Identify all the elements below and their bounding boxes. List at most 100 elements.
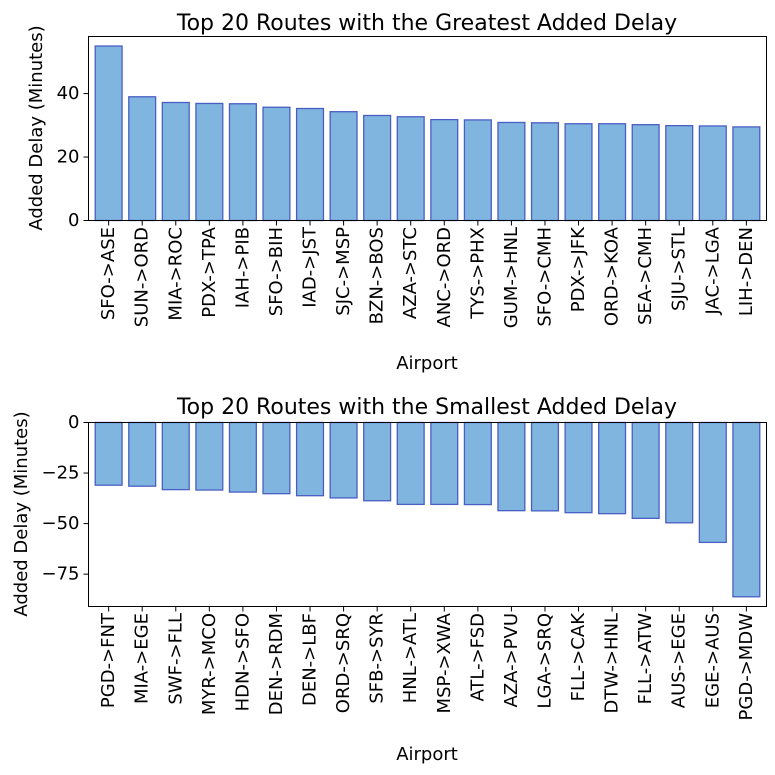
bar-SFO->CMH: [530, 122, 560, 222]
y-axis-label: Added Delay (Minutes): [26, 25, 47, 230]
x-axis-ticks: SFO->ASE SUN->ORD MIA->ROC PDX->TPA IAH->PIB…: [98, 220, 757, 328]
y-tick-label: 20: [57, 147, 80, 168]
bar-DEN->LBF: [295, 421, 325, 497]
x-tick-label: IAH->PIB: [232, 227, 253, 308]
chart-title: Top 20 Routes with the Smallest Added De…: [176, 395, 677, 420]
y-tick-label: −50: [42, 513, 80, 534]
x-tick-label: FLL->ATW: [635, 613, 656, 705]
bar-SEA->CMH: [631, 124, 660, 222]
x-tick-label: BZN->BOS: [367, 227, 388, 324]
bar-MIA->EGE: [128, 421, 157, 487]
plot-frame: [88, 36, 767, 221]
bar-LIH->DEN: [732, 126, 761, 222]
bar-PGD->MDW: [732, 421, 761, 598]
x-tick-label: SUN->ORD: [132, 227, 153, 327]
x-tick-label: DTW->HNL: [602, 613, 623, 714]
bar-SFO->ASE: [94, 45, 123, 222]
x-tick-label: SFO->CMH: [534, 227, 555, 327]
bar-AUS->EGE: [665, 421, 694, 524]
bar-ORD->SRQ: [329, 421, 358, 499]
bar-SWF->FLL: [161, 421, 190, 491]
x-tick-label: PDX->JFK: [568, 226, 589, 312]
chart-title: Top 20 Routes with the Greatest Added De…: [176, 11, 677, 36]
bar-DEN->RDM: [262, 421, 291, 495]
y-tick-label: −25: [42, 463, 80, 484]
y-tick-label: −75: [42, 564, 80, 585]
x-tick-label: JAC->LGA: [702, 226, 723, 315]
bar-SFO->BIH: [262, 106, 291, 222]
x-tick-label: SJC->MSP: [333, 227, 354, 316]
bar-LGA->SRQ: [530, 421, 560, 512]
x-tick-label: LIH->DEN: [736, 227, 757, 316]
x-tick-label: ORD->KOA: [602, 226, 623, 326]
x-tick-label: TYS->PHX: [467, 227, 488, 320]
y-axis-ticks: 0 −25 −50 −75: [42, 412, 89, 585]
x-tick-label: SWF->FLL: [165, 613, 186, 705]
bar-TYS->PHX: [463, 119, 492, 222]
x-tick-label: DEN->LBF: [300, 613, 321, 706]
bar-ORD->KOA: [598, 123, 627, 222]
x-tick-label: SFO->BIH: [266, 227, 287, 316]
x-axis-ticks: PGD->FNT MIA->EGE SWF->FLL MYR->MCO HDN->SFO…: [98, 606, 757, 721]
bar-SUN->ORD: [128, 96, 157, 222]
x-axis-label: Airport: [396, 353, 458, 374]
x-tick-label: LGA->SRQ: [534, 613, 555, 709]
x-tick-label: ANC->ORD: [434, 227, 455, 327]
x-tick-label: MIA->EGE: [132, 613, 153, 704]
y-tick-label: 0: [68, 210, 79, 231]
x-tick-label: AUS->EGE: [669, 613, 690, 708]
bar-DTW->HNL: [598, 421, 627, 515]
bar-ATL->FSD: [463, 421, 492, 506]
plot-frame: [88, 422, 767, 607]
bar-ANC->ORD: [430, 118, 459, 222]
bar-FLL->ATW: [631, 421, 660, 519]
y-axis-ticks: 0 20 40: [57, 83, 89, 231]
y-tick-label: 0: [68, 412, 79, 433]
x-tick-label: PGD->FNT: [98, 612, 119, 708]
x-tick-label: AZA->PVU: [501, 613, 522, 707]
bar-series: [94, 421, 761, 598]
bar-PGD->FNT: [94, 421, 123, 486]
x-tick-label: SJU->STL: [669, 227, 690, 311]
x-tick-label: MIA->ROC: [165, 227, 186, 321]
x-tick-label: PGD->MDW: [736, 613, 757, 721]
bar-MIA->ROC: [161, 101, 190, 222]
x-axis-label: Airport: [396, 744, 458, 765]
x-tick-label: AZA->STC: [400, 227, 421, 319]
bar-IAD->JST: [295, 107, 325, 222]
y-tick-label: 40: [57, 83, 80, 104]
x-tick-label: ORD->SRQ: [333, 613, 354, 713]
bar-EGE->AUS: [698, 421, 727, 544]
bottom-routes-chart: Top 20 Routes with the Smallest Added De…: [11, 395, 767, 765]
x-tick-label: MYR->MCO: [199, 613, 220, 715]
bar-PDX->TPA: [195, 102, 224, 222]
bar-FLL->CAK: [564, 421, 593, 514]
bar-JAC->LGA: [698, 125, 727, 222]
bar-BZN->BOS: [363, 114, 392, 222]
bar-IAH->PIB: [228, 103, 257, 222]
bar-AZA->PVU: [497, 421, 526, 512]
x-tick-label: HNL->ATL: [400, 613, 421, 703]
bar-series: [94, 45, 761, 222]
bar-SFB->SYR: [363, 421, 392, 502]
bar-SJU->STL: [665, 124, 694, 222]
bar-MYR->MCO: [195, 421, 224, 491]
x-tick-label: SFO->ASE: [98, 227, 119, 320]
x-tick-label: SFB->SYR: [367, 613, 388, 704]
x-tick-label: EGE->AUS: [702, 613, 723, 708]
bar-SJC->MSP: [329, 111, 358, 222]
bar-HDN->SFO: [228, 421, 257, 493]
x-tick-label: SEA->CMH: [635, 227, 656, 325]
bar-GUM->HNL: [497, 121, 526, 222]
x-tick-label: DEN->RDM: [266, 613, 287, 715]
x-tick-label: PDX->TPA: [199, 226, 220, 317]
x-tick-label: FLL->CAK: [568, 612, 589, 702]
bar-MSP->XWA: [430, 421, 459, 506]
x-tick-label: HDN->SFO: [232, 613, 253, 711]
y-axis-label: Added Delay (Minutes): [11, 411, 32, 616]
x-tick-label: IAD->JST: [300, 226, 321, 308]
bar-HNL->ATL: [396, 421, 425, 506]
x-tick-label: MSP->XWA: [434, 612, 455, 713]
x-tick-label: GUM->HNL: [501, 227, 522, 328]
